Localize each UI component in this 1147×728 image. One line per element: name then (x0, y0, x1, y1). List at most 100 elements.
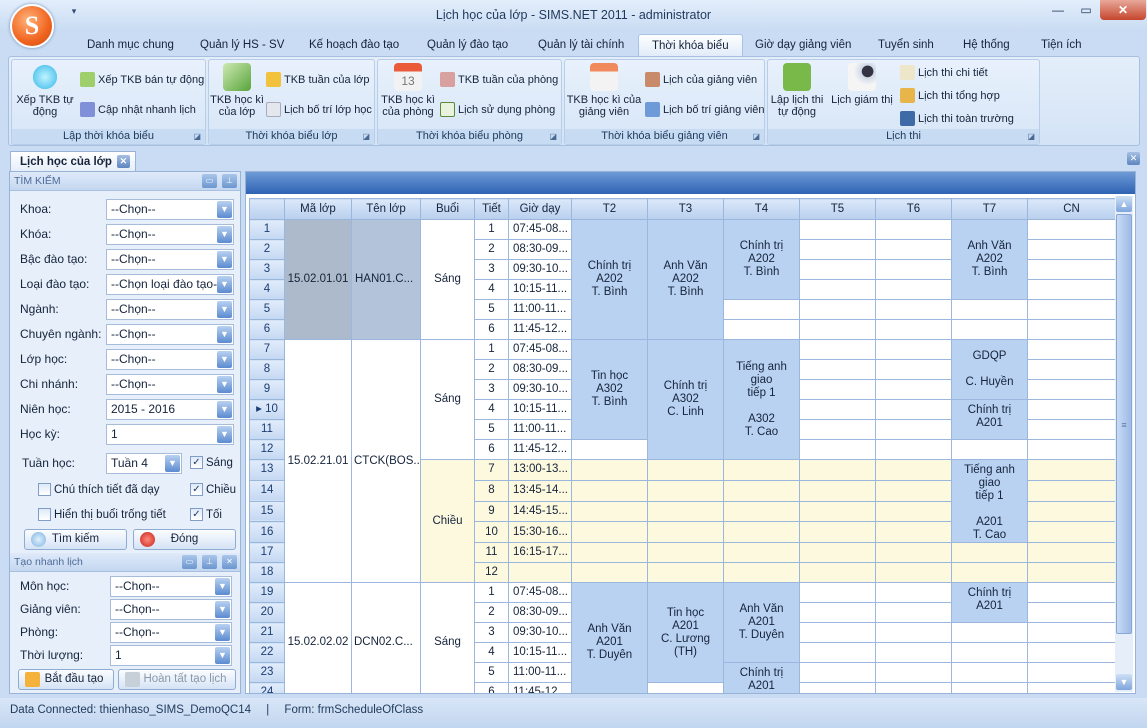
empty-slot-cell[interactable] (1027, 662, 1115, 683)
row-header[interactable]: 2 (249, 239, 285, 260)
tab-ke-hoach-dao-tao[interactable]: Kế hoạch đào tạo (309, 39, 400, 51)
dialog-launcher-icon[interactable]: ◪ (1027, 132, 1035, 141)
empty-slot-cell[interactable] (875, 399, 952, 420)
pin-icon[interactable]: ⊥ (202, 555, 217, 569)
time-cell[interactable]: 08:30-09... (508, 359, 572, 380)
chevron-down-icon[interactable]: ▼ (215, 647, 230, 664)
close-button[interactable]: Đóng (133, 529, 236, 550)
column-header[interactable]: T5 (799, 198, 876, 220)
lesson-cell[interactable]: Anh Văn A202 T. Bình (647, 219, 724, 340)
empty-slot-cell[interactable] (799, 259, 876, 280)
period-cell[interactable]: 6 (474, 682, 509, 693)
period-cell[interactable]: 11 (474, 542, 509, 563)
empty-slot-cell[interactable] (799, 279, 876, 300)
empty-slot-cell[interactable] (571, 562, 648, 583)
field-select[interactable]: --Chọn loại đào tạo-- ▼ (106, 274, 234, 295)
table-row[interactable]: 14 8 13:45-14... (249, 479, 1115, 502)
period-cell[interactable]: 8 (474, 479, 509, 502)
vertical-scrollbar[interactable]: ▲ ≡ ▼ (1115, 196, 1133, 692)
empty-slot-cell[interactable] (799, 399, 876, 420)
empty-slot-cell[interactable] (1027, 682, 1115, 693)
empty-slot-cell[interactable] (1027, 279, 1115, 300)
empty-slot-cell[interactable] (1027, 459, 1115, 481)
chevron-down-icon[interactable]: ▼ (215, 601, 230, 618)
period-cell[interactable]: 3 (474, 622, 509, 643)
column-header[interactable]: Buổi (420, 198, 475, 220)
empty-slot-cell[interactable] (799, 419, 876, 440)
empty-slot-cell[interactable] (875, 500, 952, 523)
cap-nhat-nhanh-lich-button[interactable]: Cập nhật nhanh lịch (80, 102, 196, 117)
row-header[interactable]: 19 (249, 582, 285, 603)
field-select[interactable]: 2015 - 2016 ▼ (106, 399, 234, 420)
tab-danh-muc-chung[interactable]: Danh mục chung (87, 39, 174, 51)
empty-slot-cell[interactable] (799, 379, 876, 400)
empty-slot-cell[interactable] (951, 682, 1028, 693)
checkbox-box[interactable]: ✓ (190, 456, 203, 469)
field-select[interactable]: --Chọn-- ▼ (106, 374, 234, 395)
tab-quan-ly-dao-tao[interactable]: Quản lý đào tạo (427, 39, 509, 51)
time-cell[interactable]: 07:45-08... (508, 339, 572, 360)
class-code-cell[interactable]: 15.02.21.01 (284, 339, 352, 583)
row-header[interactable]: 20 (249, 602, 285, 623)
pin-icon[interactable]: ⊥ (222, 174, 237, 188)
time-cell[interactable]: 14:45-15... (508, 500, 572, 523)
chevron-down-icon[interactable]: ▼ (217, 251, 232, 268)
tab-gio-day-giang-vien[interactable]: Giờ dạy giảng viên (755, 39, 852, 51)
table-row[interactable]: 12 6 11:45-12... (249, 439, 1115, 460)
empty-slot-cell[interactable] (1027, 399, 1115, 420)
lich-thi-chi-tiet-button[interactable]: Lịch thi chi tiết (900, 65, 988, 80)
checkbox-box[interactable]: ✓ (190, 508, 203, 521)
chevron-down-icon[interactable]: ▼ (165, 455, 180, 472)
column-header[interactable]: Tên lớp (351, 198, 421, 220)
empty-slot-cell[interactable] (799, 239, 876, 260)
empty-slot-cell[interactable] (875, 662, 952, 683)
empty-slot-cell[interactable] (723, 299, 800, 320)
lesson-cell[interactable]: Tiếng anh giao tiếp 1 A201 T. Cao (951, 459, 1028, 543)
empty-slot-cell[interactable] (875, 602, 952, 623)
tkb-hoc-ki-cua-lop-button[interactable]: TKB học kì của lớp (209, 62, 265, 118)
field-select[interactable]: --Chọn-- ▼ (110, 622, 232, 643)
empty-slot-cell[interactable] (1027, 521, 1115, 543)
empty-slot-cell[interactable] (951, 662, 1028, 683)
period-cell[interactable]: 2 (474, 359, 509, 380)
column-header[interactable]: Mã lớp (284, 198, 352, 220)
session-cell[interactable]: Sáng (420, 339, 475, 460)
field-select[interactable]: --Chọn-- ▼ (110, 576, 232, 597)
empty-slot-cell[interactable] (799, 562, 876, 583)
field-select[interactable]: --Chọn-- ▼ (110, 599, 232, 620)
table-row[interactable]: 22 4 10:15-11... (249, 642, 1115, 663)
empty-slot-cell[interactable] (799, 339, 876, 360)
tab-quan-ly-hs-sv[interactable]: Quản lý HS - SV (200, 39, 285, 51)
table-row[interactable]: 2 2 08:30-09... (249, 239, 1115, 260)
tkb-hoc-ki-cua-phong-button[interactable]: 13 TKB học kì của phòng (378, 62, 438, 118)
empty-slot-cell[interactable] (1027, 479, 1115, 502)
row-header[interactable]: 24 (249, 682, 285, 693)
lich-cua-giang-vien-button[interactable]: Lịch của giảng viên (645, 72, 757, 87)
lich-bo-tri-lop-hoc-button[interactable]: Lịch bố trí lớp học (266, 102, 372, 117)
period-cell[interactable]: 1 (474, 582, 509, 603)
table-row[interactable]: 16 10 15:30-16... (249, 521, 1115, 543)
empty-slot-cell[interactable] (1027, 419, 1115, 440)
dialog-launcher-icon[interactable]: ◪ (193, 132, 201, 141)
empty-slot-cell[interactable] (951, 622, 1028, 643)
class-name-cell[interactable]: HAN01.C... (351, 219, 421, 340)
chevron-down-icon[interactable]: ▼ (217, 301, 232, 318)
lesson-cell[interactable]: Tiếng anh giao tiếp 1 A302 T. Cao (723, 339, 800, 460)
tab-thoi-khoa-bieu[interactable]: Thời khóa biểu (638, 34, 743, 56)
empty-slot-cell[interactable] (951, 562, 1028, 583)
empty-slot-cell[interactable] (799, 521, 876, 543)
empty-slot-cell[interactable] (571, 521, 648, 543)
empty-slot-cell[interactable] (571, 479, 648, 502)
empty-slot-cell[interactable] (723, 562, 800, 583)
period-cell[interactable]: 4 (474, 279, 509, 300)
lesson-cell[interactable]: Tin học A302 T. Bình (571, 339, 648, 440)
period-cell[interactable]: 6 (474, 319, 509, 340)
empty-slot-cell[interactable] (571, 500, 648, 523)
empty-slot-cell[interactable] (723, 459, 800, 481)
field-select[interactable]: --Chọn-- ▼ (106, 199, 234, 220)
time-cell[interactable]: 16:15-17... (508, 542, 572, 563)
field-select[interactable]: 1 ▼ (106, 424, 234, 445)
row-header[interactable]: 15 (249, 500, 285, 523)
field-select[interactable]: --Chọn-- ▼ (106, 224, 234, 245)
empty-slot-cell[interactable] (799, 439, 876, 460)
